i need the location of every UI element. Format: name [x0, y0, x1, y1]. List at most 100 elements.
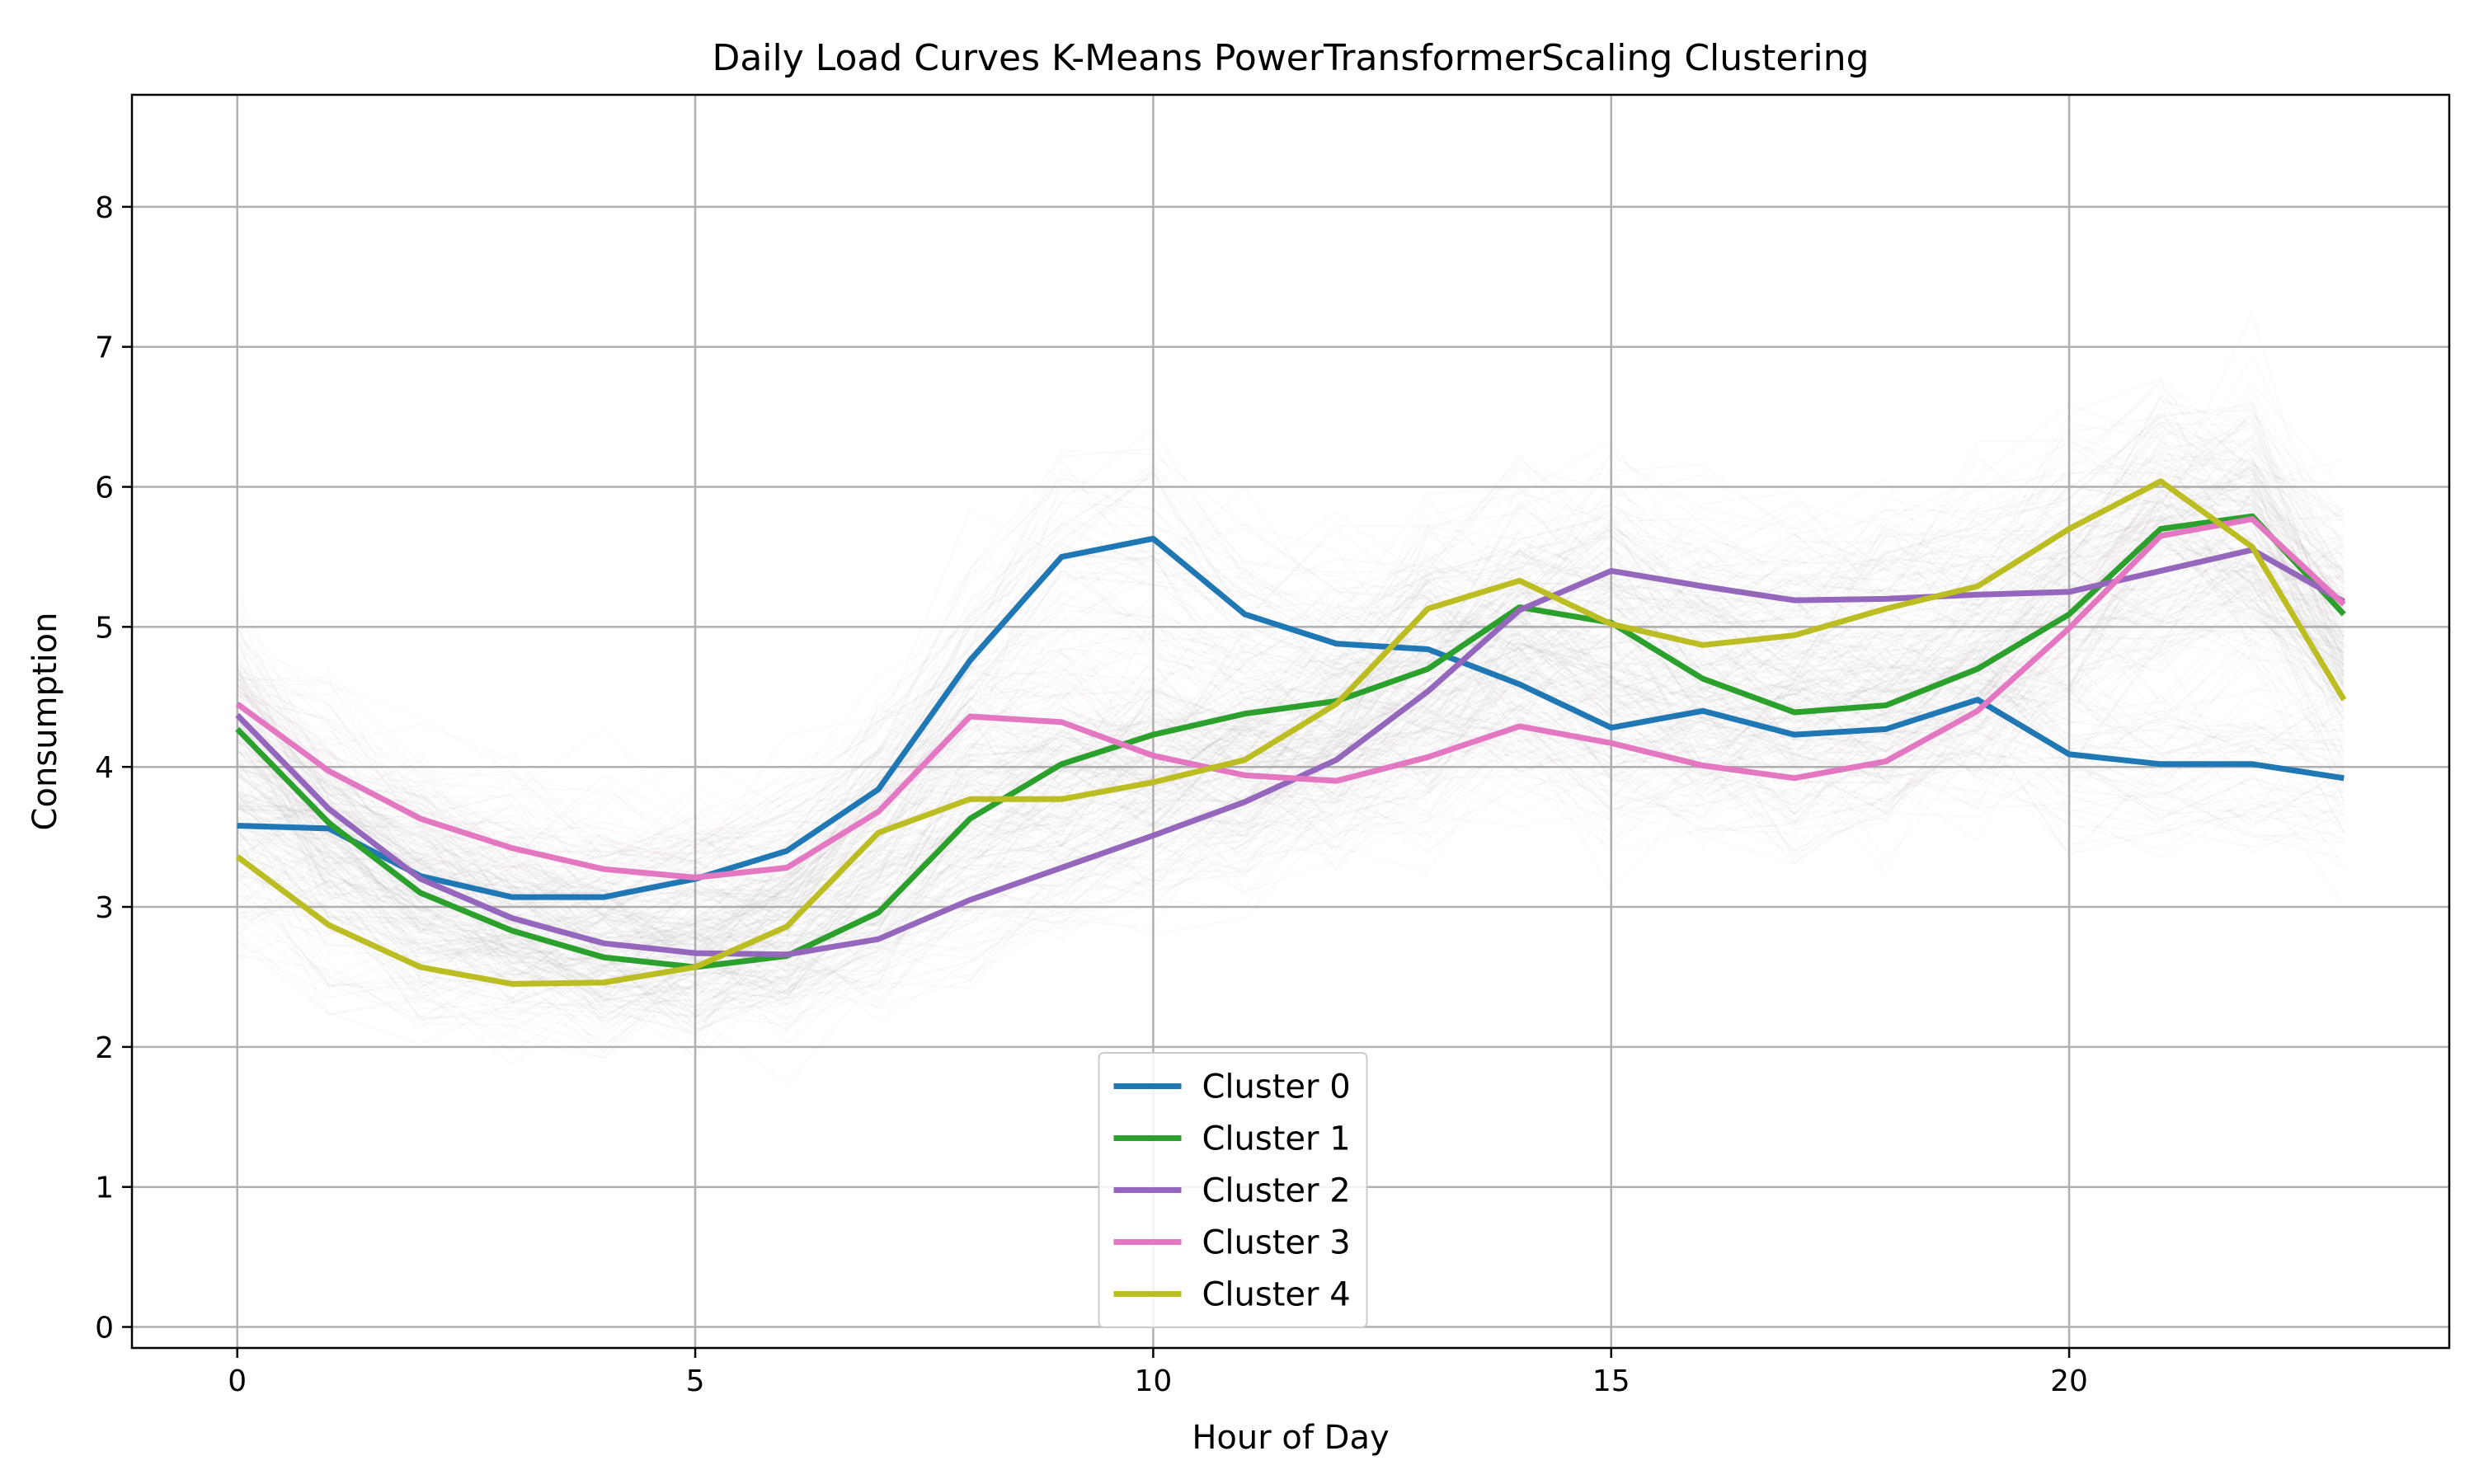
background-curve	[236, 549, 2345, 991]
y-tick-label: 4	[95, 751, 114, 785]
background-curve	[236, 311, 2345, 979]
background-curve	[237, 469, 2345, 919]
plot-frame	[130, 93, 2451, 1350]
background-curve	[237, 524, 2345, 914]
background-curve	[236, 560, 2345, 1016]
background-curve	[237, 500, 2345, 1019]
background-curve	[236, 553, 2345, 973]
background-curve	[237, 410, 2345, 903]
series-layer	[235, 478, 2347, 987]
background-curve	[237, 479, 2345, 1002]
background-curve	[237, 422, 2345, 1005]
background-curve	[237, 522, 2345, 999]
background-curve	[237, 496, 2345, 925]
background-curve	[237, 571, 2345, 1021]
background-curve	[236, 412, 2345, 1028]
background-curve	[237, 524, 2345, 964]
background-curve	[237, 434, 2345, 816]
background-curve	[237, 483, 2345, 1003]
background-curve	[236, 474, 2345, 855]
background-curve	[237, 543, 2345, 1008]
y-tick-label: 8	[95, 191, 114, 225]
background-curve	[236, 569, 2345, 1086]
background-curve	[237, 487, 2345, 956]
background-curve	[236, 472, 2345, 966]
background-curve	[237, 458, 2345, 862]
background-curve	[237, 539, 2345, 927]
background-curve	[237, 430, 2345, 1014]
background-curve	[236, 461, 2345, 984]
background-curve	[237, 439, 2345, 1008]
background-curve	[237, 632, 2345, 1005]
background-curve	[237, 421, 2345, 1046]
background-curve	[236, 502, 2345, 1012]
background-curve	[237, 466, 2345, 903]
chart-title: Daily Load Curves K-Means PowerTransform…	[712, 37, 1869, 79]
background-curve	[237, 582, 2345, 993]
background-curve	[237, 547, 2345, 1053]
background-curve	[237, 575, 2345, 1011]
background-curve	[237, 391, 2345, 865]
legend: Cluster 0 Cluster 1 Cluster 2 Cluster 3 Clus…	[1098, 1052, 1368, 1328]
background-curve	[236, 472, 2345, 1026]
background-curve	[237, 393, 2345, 1035]
series-line-cluster-1	[235, 513, 2346, 970]
background-curve	[237, 507, 2345, 950]
background-curve	[236, 472, 2345, 884]
background-curve	[237, 551, 2345, 1045]
background-curve	[236, 434, 2345, 959]
background-curve	[237, 594, 2345, 1026]
background-curve	[237, 536, 2345, 1012]
series-line-cluster-3	[235, 516, 2346, 881]
background-curve	[237, 492, 2345, 920]
background-curve	[237, 385, 2345, 930]
y-tick-label: 1	[95, 1172, 114, 1205]
background-curve	[236, 493, 2345, 989]
background-curve	[236, 570, 2345, 997]
background-curve	[237, 578, 2345, 988]
background-curve	[236, 483, 2345, 961]
background-curve	[237, 467, 2345, 908]
background-curve	[237, 477, 2345, 1002]
background-curve	[237, 506, 2345, 916]
background-curve	[237, 565, 2345, 1031]
y-tick-label: 0	[95, 1312, 114, 1345]
background-curve	[237, 609, 2345, 984]
x-axis-label: Hour of Day	[1192, 1419, 1389, 1457]
plot-area	[130, 93, 2451, 1350]
background-curve	[237, 353, 2345, 859]
background-curve	[237, 519, 2345, 999]
background-curve	[237, 538, 2345, 909]
background-curve	[237, 468, 2345, 900]
background-curve	[237, 507, 2345, 923]
background-curve	[237, 558, 2345, 979]
background-curve	[236, 481, 2345, 968]
background-curve	[236, 572, 2345, 987]
background-curve	[237, 550, 2345, 877]
background-curve	[237, 416, 2345, 875]
legend-label: Cluster 3	[1202, 1224, 1351, 1262]
background-curve	[236, 533, 2345, 946]
background-curve	[236, 565, 2345, 1007]
background-curve	[237, 574, 2345, 974]
background-curve	[236, 542, 2345, 1031]
background-curve	[236, 615, 2345, 1066]
background-curve	[236, 517, 2345, 1048]
background-curve	[236, 570, 2345, 924]
background-curve	[236, 472, 2345, 958]
y-tick-label: 2	[95, 1031, 114, 1065]
background-curve	[237, 481, 2345, 957]
background-curve	[237, 568, 2345, 1041]
background-curve	[236, 585, 2345, 948]
background-curve	[236, 523, 2345, 1029]
background-curve	[237, 480, 2345, 890]
background-curve	[237, 405, 2345, 902]
background-curve	[237, 591, 2345, 926]
legend-box	[1098, 1052, 1368, 1328]
background-curve	[236, 536, 2345, 1023]
background-curve	[237, 458, 2345, 1017]
background-curve	[237, 472, 2345, 933]
background-curve	[237, 497, 2345, 883]
background-curve	[237, 568, 2345, 955]
